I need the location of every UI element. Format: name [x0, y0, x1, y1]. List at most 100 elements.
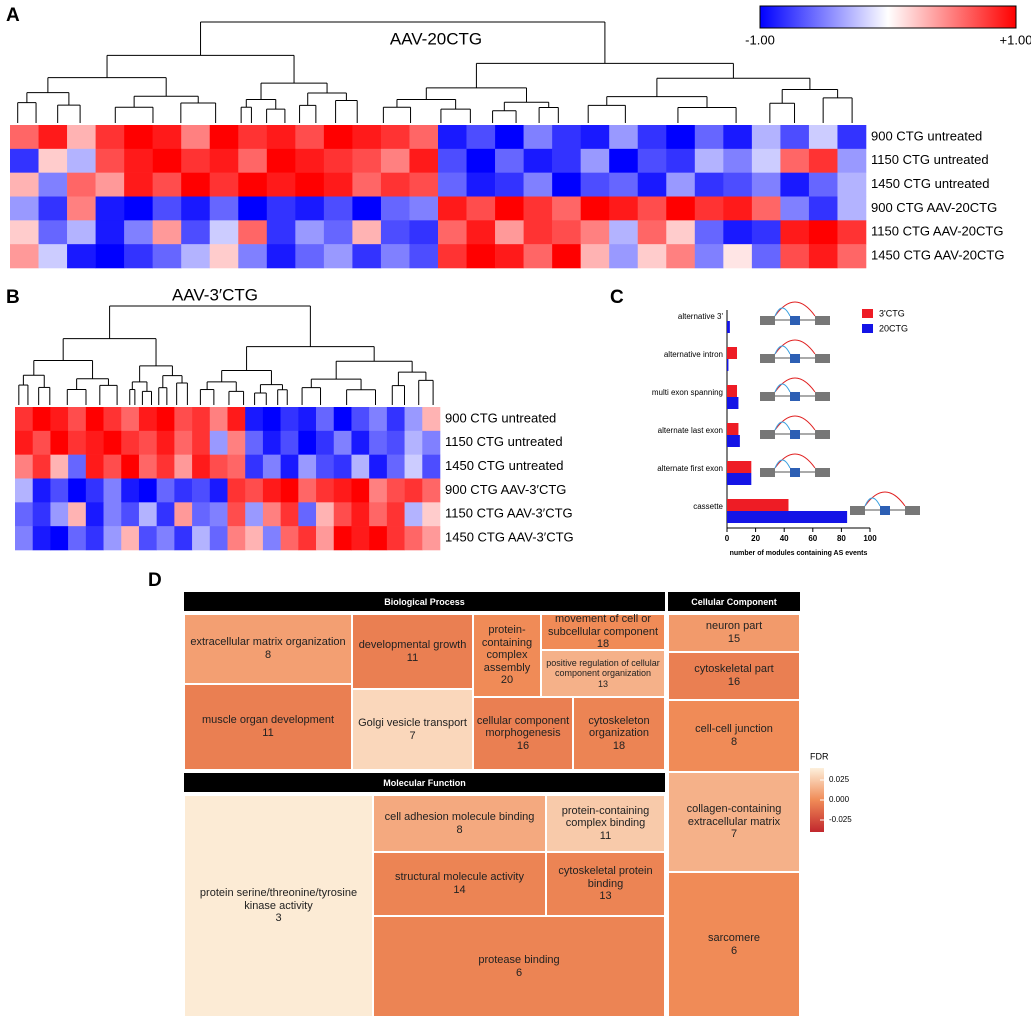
heatmap-cell	[808, 148, 838, 173]
exon-icon	[760, 392, 775, 401]
heatmap-cell	[438, 220, 467, 245]
exon-icon	[790, 430, 800, 439]
cell-label: neuron part	[705, 620, 763, 633]
heatmap-cell	[438, 172, 467, 197]
cell-count: 3	[275, 912, 282, 925]
bar	[727, 435, 740, 447]
heatmap-cell	[85, 407, 104, 432]
treemap-cell: cell adhesion molecule binding 8	[373, 795, 546, 852]
heatmap-cell	[50, 407, 69, 432]
exon-icon	[790, 354, 800, 363]
x-tick-label: 60	[808, 534, 817, 543]
heatmap-cell	[68, 430, 87, 455]
heatmap-cell	[466, 172, 496, 197]
cell-count: 8	[264, 649, 272, 661]
heatmap-cell	[156, 454, 175, 479]
exon-icon	[815, 316, 830, 325]
heatmap-cell	[85, 526, 104, 551]
x-tick-label: 80	[837, 534, 846, 543]
heatmap-cell	[209, 502, 228, 527]
row-label: 900 CTG untreated	[445, 410, 556, 425]
heatmap-cell	[316, 454, 335, 479]
heatmap-cell	[637, 244, 667, 269]
heatmap-cell	[15, 430, 34, 455]
heatmap-cell	[352, 125, 382, 150]
heatmap-cell	[316, 526, 335, 551]
treemap-cell: sarcomere 6	[668, 872, 800, 1017]
exon-icon	[850, 506, 865, 515]
heatmap-cell	[280, 407, 299, 432]
heatmap-cell	[666, 244, 696, 269]
cell-label: muscle organ development	[201, 714, 335, 727]
heatmap-cell	[352, 148, 382, 173]
heatmap-cell	[85, 478, 104, 503]
heatmap-cell	[174, 526, 193, 551]
heatmap-cell	[262, 454, 281, 479]
heatmap-cell	[369, 502, 388, 527]
heatmap-cell	[666, 148, 696, 173]
cell-label: developmental growth	[358, 638, 467, 651]
heatmap-cell	[723, 148, 753, 173]
heatmap-cell	[181, 125, 211, 150]
heatmap-cell	[637, 148, 667, 173]
heatmap-cell	[422, 526, 441, 551]
heatmap-cell	[209, 407, 228, 432]
heatmap-cell	[837, 244, 867, 269]
cell-count: 14	[453, 884, 466, 896]
category-label: alternate last exon	[658, 426, 723, 435]
heatmap-cell	[10, 196, 39, 221]
heatmap-cell	[38, 196, 68, 221]
heatmap-cell	[409, 220, 439, 245]
heatmap-cell	[295, 220, 325, 245]
junction-arc	[774, 459, 791, 469]
heatmap-cell	[121, 502, 140, 527]
cell-label: movement of cell or subcellular componen…	[547, 613, 659, 638]
cell-label: cytoskeleton organization	[588, 714, 650, 740]
treemap-cell: extracellular matrix organization 8	[184, 614, 352, 684]
exon-icon	[760, 468, 775, 477]
treemap-cell: protease binding 6	[373, 916, 665, 1017]
heatmap-cell	[404, 407, 423, 432]
heatmap-cell	[238, 220, 268, 245]
panel-label: C	[610, 287, 624, 308]
heatmap-cell	[438, 196, 467, 221]
heatmap-cell	[386, 430, 405, 455]
cell-count: 15	[727, 633, 741, 645]
heatmap-cell	[298, 526, 317, 551]
cell-count: 6	[515, 966, 523, 979]
treemap-cell: structural molecule activity 14	[373, 852, 546, 916]
heatmap-cell	[209, 196, 239, 221]
heatmap-cell	[333, 526, 352, 551]
heatmap-cell	[808, 244, 838, 269]
heatmap-cell	[495, 125, 524, 150]
heatmap-cell	[409, 244, 439, 269]
category-label: alternative intron	[664, 350, 723, 359]
heatmap-cell	[333, 454, 352, 479]
cell-count: 11	[262, 727, 274, 739]
heatmap-cell	[723, 172, 753, 197]
heatmap-cell	[751, 148, 781, 173]
heatmap-cell	[103, 478, 122, 503]
x-axis-title: number of modules containing AS events	[730, 550, 868, 557]
heatmap-cell	[837, 172, 867, 197]
heatmap-cell	[68, 454, 87, 479]
heatmap-cell	[138, 478, 157, 503]
heatmap-cell	[552, 148, 581, 173]
colorbar-tick-label: 0.000	[829, 795, 850, 804]
category-label: alternate first exon	[657, 464, 723, 473]
cell-count: 7	[409, 729, 416, 742]
heatmap-cell	[67, 148, 96, 173]
heatmap-cell	[808, 220, 838, 245]
heatmap-cell	[50, 454, 69, 479]
category-label: cassette	[693, 502, 723, 511]
x-tick-label: 100	[863, 534, 877, 543]
heatmap-cell	[780, 244, 810, 269]
heatmap-cell	[404, 454, 423, 479]
heatmap-cell	[637, 196, 667, 221]
heatmap-cell	[121, 454, 140, 479]
heatmap-cell	[351, 526, 370, 551]
heatmap-cell	[227, 502, 246, 527]
heatmap-cell	[316, 478, 335, 503]
heatmap-cell	[68, 478, 87, 503]
